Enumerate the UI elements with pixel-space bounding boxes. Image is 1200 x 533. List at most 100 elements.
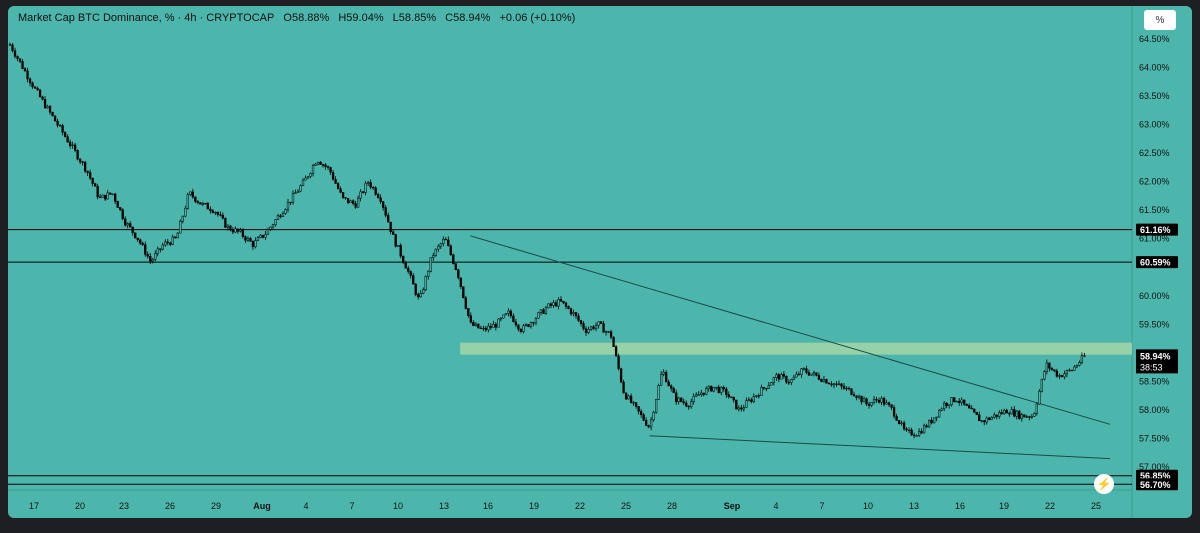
candle-body — [695, 394, 698, 397]
candle-body — [71, 144, 74, 147]
candle-body — [224, 217, 227, 228]
candle-body — [552, 302, 555, 306]
candle-body — [777, 374, 781, 380]
candle-body — [259, 234, 262, 238]
price-tick-label: 64.00% — [1139, 62, 1170, 72]
candle-body — [304, 177, 307, 181]
time-tick-label: 13 — [439, 501, 449, 511]
candle-body — [569, 308, 573, 315]
candle-body — [559, 299, 563, 302]
candle-body — [387, 215, 390, 223]
candle-body — [655, 399, 658, 413]
candle-body — [847, 387, 851, 390]
candle-body — [439, 243, 442, 247]
price-tag-label: 60.59% — [1140, 258, 1171, 268]
candle-body — [221, 214, 225, 219]
lightning-alert-icon[interactable]: ⚡ — [1094, 474, 1114, 494]
candle-body — [166, 241, 169, 244]
candle-body — [800, 368, 803, 375]
candle-body — [680, 397, 683, 402]
time-tick-label: 26 — [165, 501, 175, 511]
candle-body — [231, 229, 235, 233]
candle-body — [639, 411, 643, 415]
candle-body — [479, 327, 482, 330]
candle-body — [442, 238, 445, 245]
candle-body — [124, 218, 127, 226]
candle-body — [514, 321, 518, 326]
candle-body — [382, 201, 385, 208]
candle-body — [1075, 365, 1079, 368]
candle-body — [537, 312, 540, 319]
candle-body — [930, 419, 933, 424]
candle-body — [627, 395, 630, 400]
candle-body — [469, 315, 472, 323]
candle-body — [747, 399, 750, 401]
symbol-title: Market Cap BTC Dominance, % · 4h · CRYPT… — [18, 12, 275, 24]
candle-body — [612, 336, 615, 347]
candle-body — [256, 237, 260, 241]
current-price-label: 58.94% — [1140, 351, 1171, 361]
candle-body — [685, 402, 688, 407]
candle-body — [181, 215, 184, 222]
candle-body — [141, 243, 144, 245]
candle-body — [28, 78, 32, 84]
candle-body — [73, 144, 77, 151]
candle-body — [867, 403, 871, 406]
candle-body — [765, 387, 768, 390]
candle-body — [920, 431, 923, 434]
price-tick-label: 59.50% — [1139, 319, 1170, 329]
candle-body — [211, 210, 215, 213]
candle-body — [326, 166, 330, 168]
candle-body — [1035, 403, 1038, 414]
candle-body — [1025, 416, 1028, 418]
candle-body — [963, 399, 966, 405]
candle-body — [354, 203, 357, 208]
candle-body — [284, 209, 287, 214]
candle-body — [447, 239, 450, 247]
candle-body — [557, 299, 560, 307]
candle-body — [572, 312, 575, 315]
candle-body — [91, 177, 94, 184]
candle-body — [344, 197, 347, 199]
candle-body — [397, 245, 400, 247]
candle-body — [945, 402, 948, 406]
candle-body — [958, 400, 961, 403]
percent-scale-button[interactable]: % — [1144, 10, 1176, 30]
candle-body — [301, 179, 305, 186]
candle-body — [875, 399, 878, 401]
candle-body — [499, 317, 503, 320]
candle-body — [933, 417, 936, 424]
candle-body — [206, 203, 210, 210]
candle-body — [1065, 369, 1069, 375]
candle-body — [1040, 378, 1043, 392]
candle-body — [109, 192, 112, 195]
time-tick-label: 10 — [863, 501, 873, 511]
candle-body — [885, 402, 888, 405]
candle-body — [151, 259, 154, 262]
price-tick-label: 62.50% — [1139, 148, 1170, 158]
candle-body — [820, 379, 823, 382]
candle-body — [296, 190, 300, 194]
candle-body — [244, 236, 247, 241]
candle-body — [902, 422, 906, 430]
candle-body — [226, 225, 230, 228]
candle-body — [812, 372, 816, 375]
candle-body — [707, 385, 710, 389]
price-tick-label: 61.00% — [1139, 234, 1170, 244]
chart-panel[interactable]: 64.50% 64.00% 63.50% 63.00% 62.50% 62.00% 61.5… — [8, 6, 1192, 518]
candle-body — [274, 219, 277, 225]
candle-body — [890, 404, 893, 408]
candle-body — [51, 111, 54, 117]
candle-body — [271, 224, 275, 228]
candle-body — [948, 404, 951, 406]
candle-body — [309, 173, 312, 177]
candle-body — [725, 388, 728, 395]
candle-body — [467, 308, 470, 316]
candle-body — [119, 207, 122, 211]
current-price-tag — [1136, 349, 1178, 374]
candle-body — [331, 171, 335, 180]
candle-body — [321, 164, 325, 166]
price-chart[interactable]: 64.50% 64.00% 63.50% 63.00% 62.50% 62.00% 61.5… — [8, 6, 1192, 518]
candle-body — [532, 322, 535, 324]
candle-body — [126, 223, 129, 226]
